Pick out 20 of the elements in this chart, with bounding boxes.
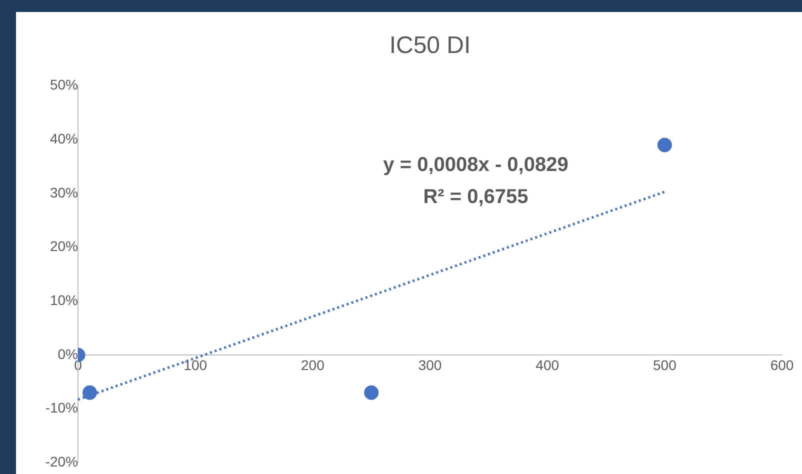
y-tick-label: 40%: [50, 130, 78, 146]
x-tick-label: 500: [652, 357, 677, 374]
x-tick-label: 200: [300, 357, 325, 374]
point: [657, 138, 672, 152]
point: [82, 385, 97, 400]
y-tick-label: -20%: [45, 453, 78, 470]
annotation: y = 0,0008x - 0,0829: [383, 154, 568, 176]
y-tick-label: 20%: [50, 238, 78, 254]
y-tick-label: -10%: [45, 400, 78, 416]
y-tick-label: 50%: [50, 76, 78, 93]
x-tick-label: 400: [536, 357, 560, 374]
x-tick-label: 600: [770, 357, 794, 374]
y-tick-label: 30%: [50, 184, 78, 200]
point: [364, 385, 379, 400]
y-tick-label: 0%: [58, 346, 78, 362]
chart-title: IC50 DI: [389, 32, 471, 60]
x-tick-label: 300: [418, 357, 442, 374]
annotation: R² = 0,6755: [423, 186, 528, 208]
y-tick-label: 10%: [50, 292, 78, 308]
x-tick-label: 100: [184, 357, 208, 374]
